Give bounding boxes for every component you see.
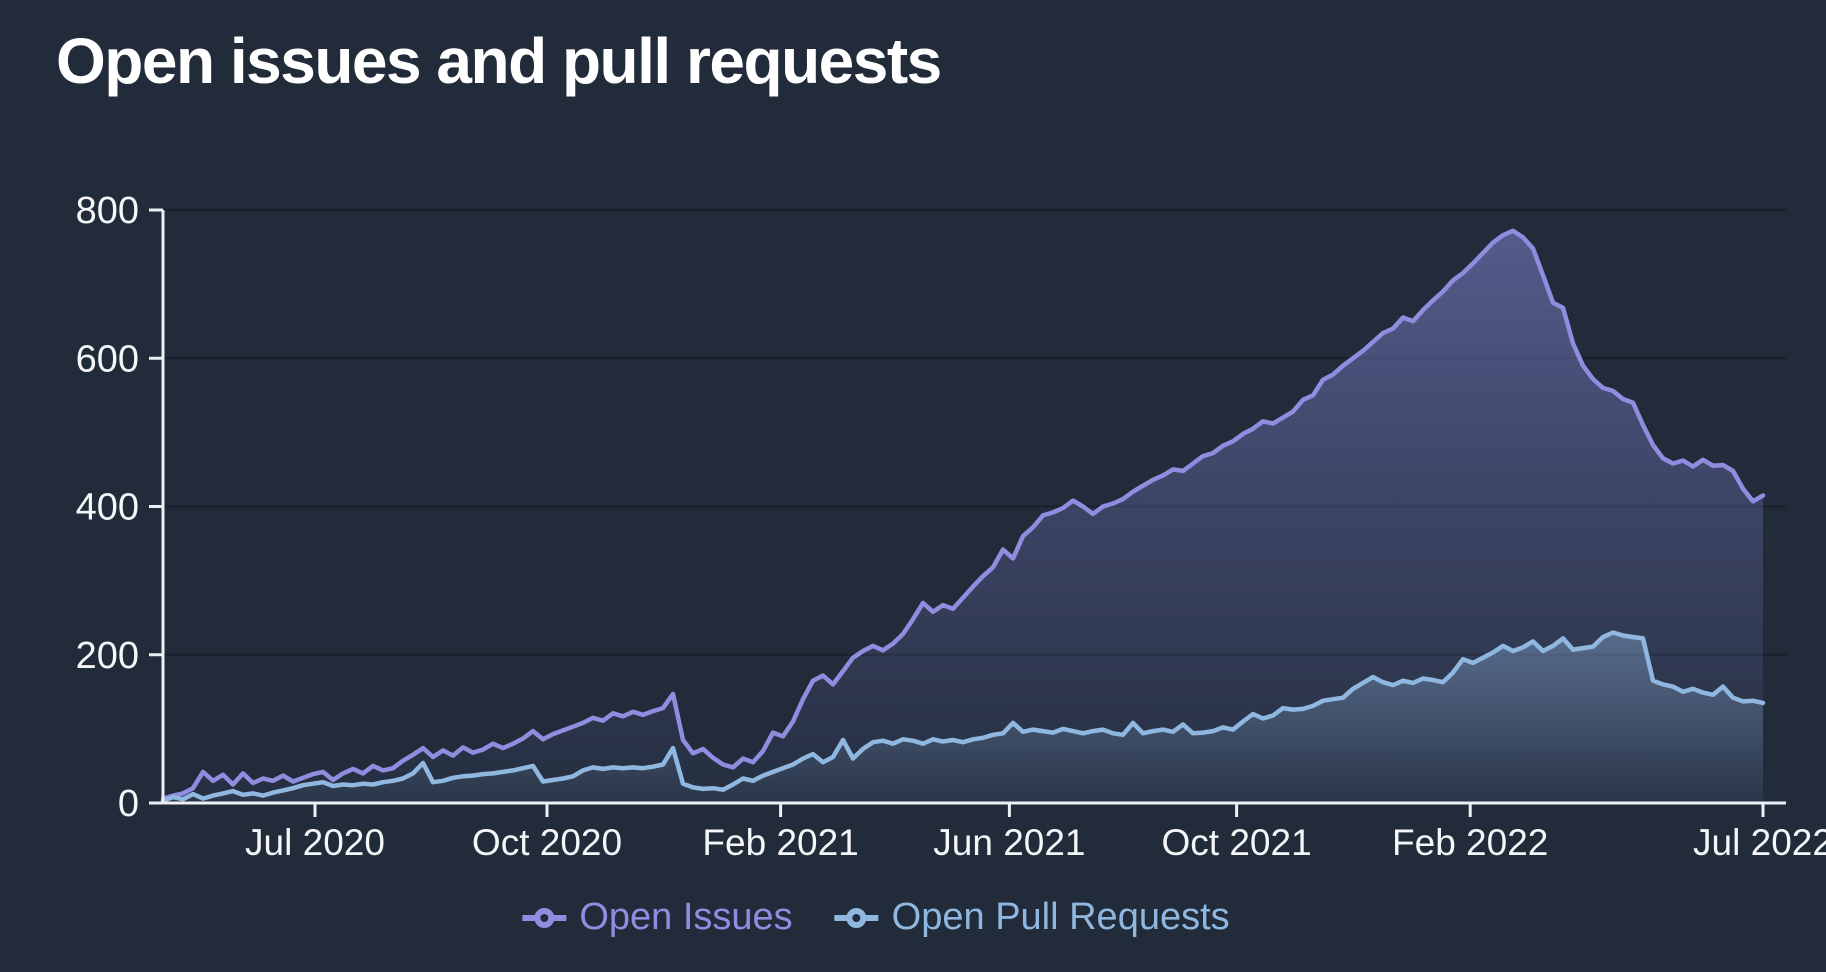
x-tick-label: Oct 2021	[1162, 822, 1312, 863]
series-marker-icon	[834, 907, 879, 928]
legend-item-open-issues: Open Issues	[522, 896, 793, 939]
x-tick-label: Feb 2022	[1392, 822, 1548, 863]
y-tick-label: 200	[76, 635, 139, 677]
x-tick-label: Jun 2021	[933, 822, 1085, 863]
open-pull-requests-line	[160, 630, 1766, 804]
legend-item-open-pull-requests: Open Pull Requests	[834, 896, 1230, 939]
legend: Open Issues Open Pull Requests	[522, 896, 1230, 939]
x-tick-label: Oct 2020	[472, 822, 622, 863]
legend-label: Open Issues	[579, 896, 793, 938]
legend-label: Open Pull Requests	[891, 896, 1230, 938]
open-issues-line	[160, 228, 1766, 801]
x-tick-label: Jul 2020	[245, 822, 385, 863]
x-tick-label: Feb 2021	[702, 822, 858, 863]
y-tick-label: 0	[118, 783, 139, 825]
x-tick-label: Jul 2022	[1693, 822, 1826, 863]
chart-title: Open issues and pull requests	[56, 25, 942, 97]
open-pull-requests-area	[163, 632, 1763, 803]
y-tick-label: 600	[76, 338, 139, 380]
y-tick-label: 800	[76, 190, 139, 232]
open-issues-area	[163, 230, 1763, 804]
y-tick-label: 400	[76, 487, 139, 529]
series-marker-icon	[522, 907, 567, 928]
